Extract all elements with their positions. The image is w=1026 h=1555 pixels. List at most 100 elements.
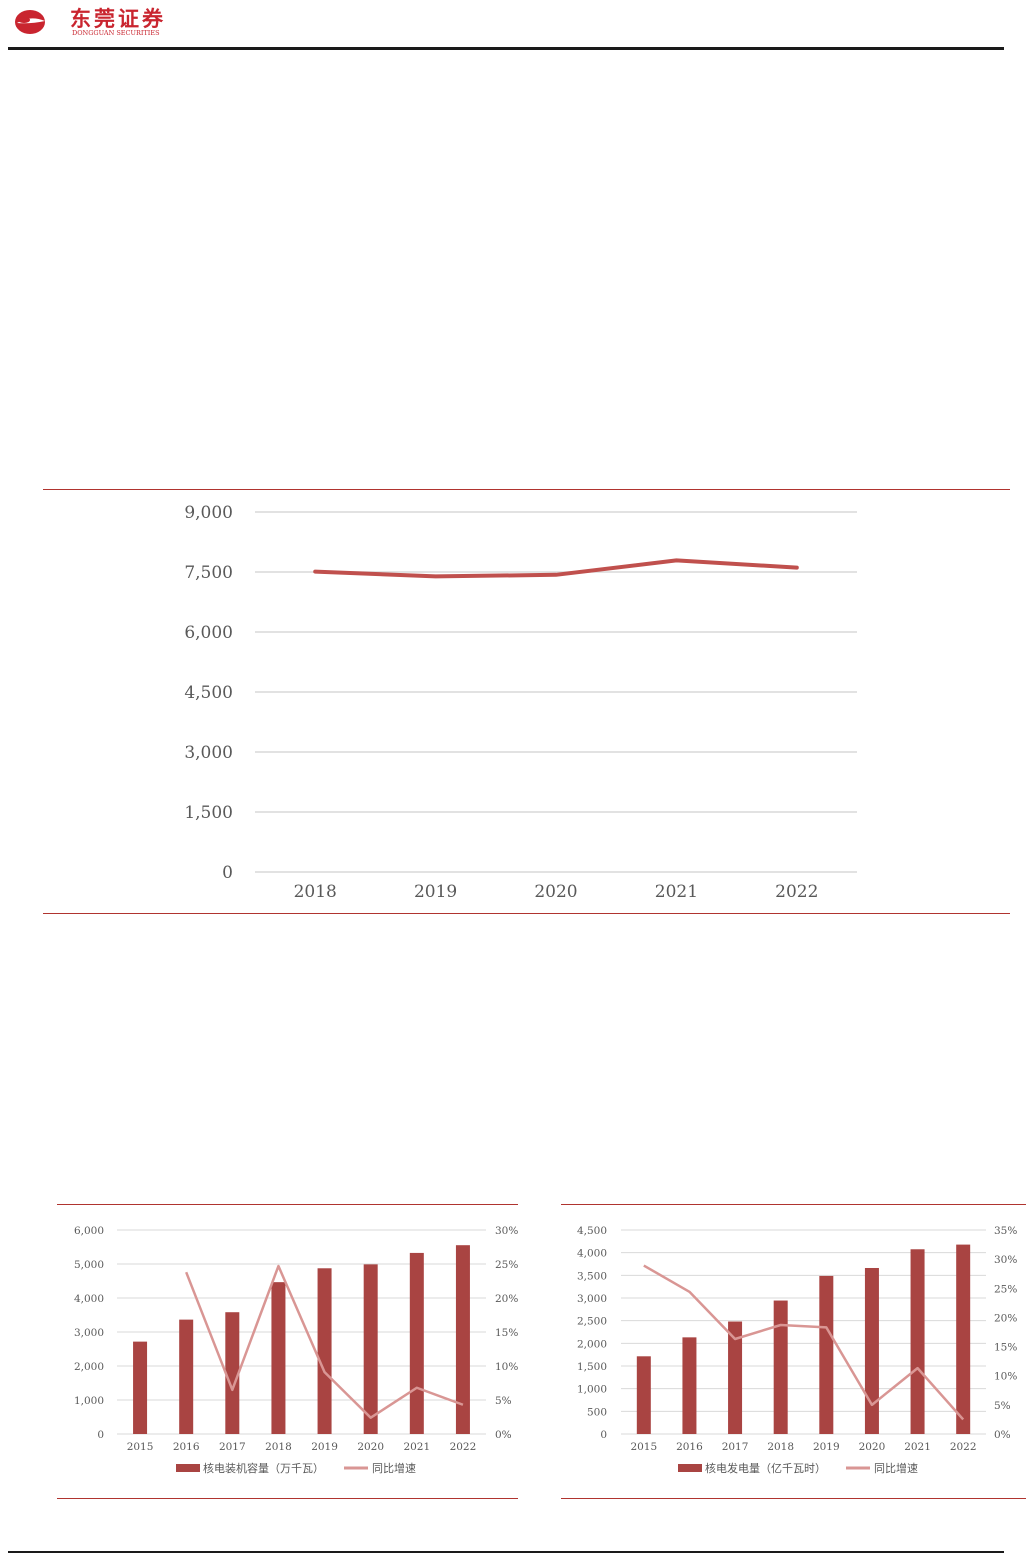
bar bbox=[864, 1267, 879, 1434]
x-tick-label: 2022 bbox=[450, 1441, 477, 1453]
y-tick-label: 0 bbox=[222, 863, 233, 883]
bar bbox=[728, 1321, 743, 1434]
x-tick-label: 2017 bbox=[722, 1441, 749, 1453]
y-right-tick-label: 10% bbox=[495, 1361, 518, 1373]
bar bbox=[409, 1252, 424, 1434]
y-left-tick-label: 2,000 bbox=[577, 1338, 607, 1350]
x-tick-label: 2016 bbox=[173, 1441, 200, 1453]
legend-label-bar: 核电装机容量（万千瓦） bbox=[203, 1461, 324, 1475]
y-left-tick-label: 3,500 bbox=[577, 1270, 607, 1282]
y-right-tick-label: 35% bbox=[994, 1225, 1017, 1237]
logo-emblem-icon bbox=[15, 10, 45, 34]
y-right-tick-label: 15% bbox=[994, 1342, 1017, 1354]
bar bbox=[271, 1282, 286, 1434]
x-tick-label: 2021 bbox=[904, 1441, 931, 1453]
y-right-tick-label: 20% bbox=[994, 1312, 1017, 1324]
y-right-tick-label: 30% bbox=[994, 1254, 1017, 1266]
company-logo: 东莞证券 DONGGUAN SECURITIES bbox=[15, 6, 166, 37]
growth-line bbox=[185, 1264, 464, 1419]
bar bbox=[636, 1356, 651, 1434]
x-tick-label: 2020 bbox=[534, 882, 577, 902]
chart1-bottom-rule bbox=[43, 913, 1010, 914]
x-tick-label: 2022 bbox=[950, 1441, 977, 1453]
y-left-tick-label: 1,000 bbox=[74, 1395, 104, 1407]
chart3-bottom-rule bbox=[561, 1498, 1026, 1499]
y-left-tick-label: 5,000 bbox=[74, 1259, 104, 1271]
y-right-tick-label: 10% bbox=[994, 1371, 1017, 1383]
chart2-top-rule bbox=[57, 1204, 518, 1205]
y-left-tick-label: 1,500 bbox=[577, 1361, 607, 1373]
y-left-tick-label: 0 bbox=[600, 1429, 607, 1441]
y-left-tick-label: 3,000 bbox=[74, 1327, 104, 1339]
y-left-tick-label: 4,000 bbox=[74, 1293, 104, 1305]
y-tick-label: 7,500 bbox=[184, 563, 233, 583]
bar bbox=[910, 1249, 925, 1434]
x-tick-label: 2021 bbox=[403, 1441, 430, 1453]
chart3-top-rule bbox=[561, 1204, 1026, 1205]
x-tick-label: 2015 bbox=[630, 1441, 657, 1453]
chart1-top-rule bbox=[43, 489, 1010, 490]
series-line bbox=[313, 558, 799, 579]
legend-label-bar: 核电发电量（亿千瓦时） bbox=[705, 1461, 826, 1475]
y-left-tick-label: 2,500 bbox=[577, 1316, 607, 1328]
x-tick-label: 2015 bbox=[127, 1441, 154, 1453]
x-tick-label: 2022 bbox=[775, 882, 818, 902]
y-tick-label: 3,000 bbox=[184, 743, 233, 763]
y-tick-label: 4,500 bbox=[184, 683, 233, 703]
bar bbox=[317, 1268, 332, 1434]
y-tick-label: 1,500 bbox=[184, 803, 233, 823]
legend-label-line: 同比增速 bbox=[372, 1461, 416, 1475]
brand-name-en: DONGGUAN SECURITIES bbox=[72, 29, 160, 37]
chart2-bottom-rule bbox=[57, 1498, 518, 1499]
nuclear-capacity-chart: 0 1,000 2,000 3,000 4,000 5,000 6,000 0% 5% 10% 1… bbox=[74, 1225, 518, 1475]
footer-rule bbox=[8, 1551, 1004, 1553]
y-right-tick-label: 0% bbox=[994, 1429, 1011, 1441]
y-right-tick-label: 30% bbox=[495, 1225, 518, 1237]
y-left-tick-label: 3,000 bbox=[577, 1293, 607, 1305]
x-tick-label: 2018 bbox=[294, 882, 337, 902]
y-tick-label: 9,000 bbox=[184, 503, 233, 523]
growth-line bbox=[643, 1264, 965, 1421]
y-right-tick-label: 0% bbox=[495, 1429, 512, 1441]
y-left-tick-label: 1,000 bbox=[577, 1384, 607, 1396]
brand-name-cn: 东莞证券 bbox=[70, 6, 166, 31]
x-tick-label: 2017 bbox=[219, 1441, 246, 1453]
bar bbox=[682, 1337, 697, 1434]
y-right-tick-label: 25% bbox=[495, 1259, 518, 1271]
y-left-tick-label: 6,000 bbox=[74, 1225, 104, 1237]
legend-swatch-bar bbox=[678, 1464, 702, 1472]
x-tick-label: 2018 bbox=[265, 1441, 292, 1453]
x-tick-label: 2019 bbox=[311, 1441, 338, 1453]
y-left-tick-label: 500 bbox=[587, 1406, 607, 1418]
bar bbox=[225, 1312, 240, 1434]
y-tick-label: 6,000 bbox=[184, 623, 233, 643]
bar bbox=[179, 1319, 194, 1434]
y-right-tick-label: 5% bbox=[994, 1400, 1011, 1412]
y-left-tick-label: 4,000 bbox=[577, 1248, 607, 1260]
x-tick-label: 2019 bbox=[813, 1441, 840, 1453]
legend-label-line: 同比增速 bbox=[874, 1461, 918, 1475]
y-right-tick-label: 25% bbox=[994, 1283, 1017, 1295]
bar bbox=[819, 1275, 834, 1434]
x-tick-label: 2021 bbox=[655, 882, 698, 902]
x-tick-label: 2018 bbox=[767, 1441, 794, 1453]
y-left-tick-label: 0 bbox=[97, 1429, 104, 1441]
x-tick-label: 2020 bbox=[859, 1441, 886, 1453]
y-left-tick-label: 4,500 bbox=[577, 1225, 607, 1237]
y-right-tick-label: 5% bbox=[495, 1395, 512, 1407]
y-right-tick-label: 20% bbox=[495, 1293, 518, 1305]
y-right-tick-label: 15% bbox=[495, 1327, 518, 1339]
line-chart-main: 0 1,500 3,000 4,500 6,000 7,500 9,000 2018 2019… bbox=[184, 503, 857, 902]
bar bbox=[133, 1341, 148, 1434]
x-tick-label: 2016 bbox=[676, 1441, 703, 1453]
y-left-tick-label: 2,000 bbox=[74, 1361, 104, 1373]
bar bbox=[363, 1264, 378, 1434]
header-rule bbox=[8, 47, 1004, 50]
x-tick-label: 2019 bbox=[414, 882, 457, 902]
bar bbox=[455, 1245, 470, 1434]
nuclear-generation-chart: 0 500 1,000 1,500 2,000 2,500 3,000 3,500 4,000 4… bbox=[577, 1225, 1017, 1475]
x-tick-label: 2020 bbox=[357, 1441, 384, 1453]
bar bbox=[956, 1244, 971, 1434]
legend-swatch-bar bbox=[176, 1464, 200, 1472]
bar bbox=[773, 1300, 788, 1434]
